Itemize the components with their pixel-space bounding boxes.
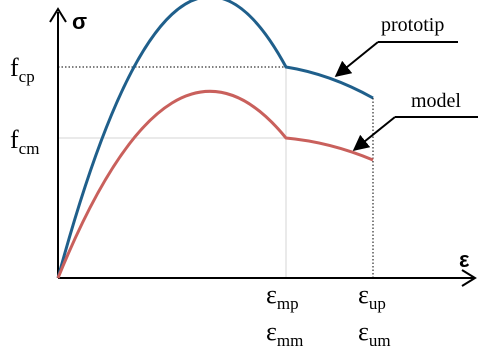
eum-label: εum (358, 317, 391, 350)
eup-label: εup (358, 280, 386, 313)
model-curve (56, 89, 374, 279)
fcm-label: fcm (10, 125, 39, 158)
y-axis-symbol: σ (72, 9, 87, 34)
fcp-label: fcp (10, 53, 35, 86)
model-label: model (411, 90, 461, 112)
prototype-label: prototip (381, 14, 444, 36)
emp-label: εmp (266, 280, 299, 313)
x-axis-symbol: ε (459, 247, 470, 272)
prototype-curve (56, 0, 374, 279)
x-axis (58, 269, 477, 287)
prototype-leader-arrow (334, 41, 379, 78)
y-axis (49, 7, 67, 278)
model-leader-arrow (352, 116, 396, 152)
emm-label: εmm (266, 317, 303, 350)
